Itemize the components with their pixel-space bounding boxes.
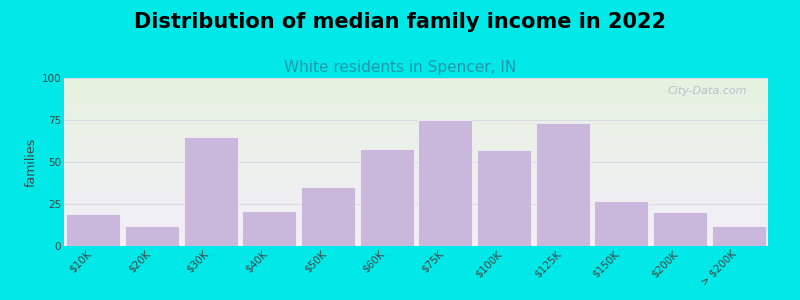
Bar	[125, 226, 179, 246]
Bar	[477, 150, 531, 246]
Bar	[594, 201, 648, 246]
Y-axis label: families: families	[25, 137, 38, 187]
Bar	[184, 137, 238, 246]
Bar	[242, 211, 296, 246]
Bar	[66, 214, 120, 246]
Text: Distribution of median family income in 2022: Distribution of median family income in …	[134, 12, 666, 32]
Text: City-Data.com: City-Data.com	[667, 86, 747, 96]
Bar	[536, 123, 590, 246]
Text: White residents in Spencer, IN: White residents in Spencer, IN	[284, 60, 516, 75]
Bar	[653, 212, 707, 246]
Bar	[418, 120, 472, 246]
Bar	[360, 148, 414, 246]
Bar	[712, 226, 766, 246]
Bar	[301, 187, 355, 246]
